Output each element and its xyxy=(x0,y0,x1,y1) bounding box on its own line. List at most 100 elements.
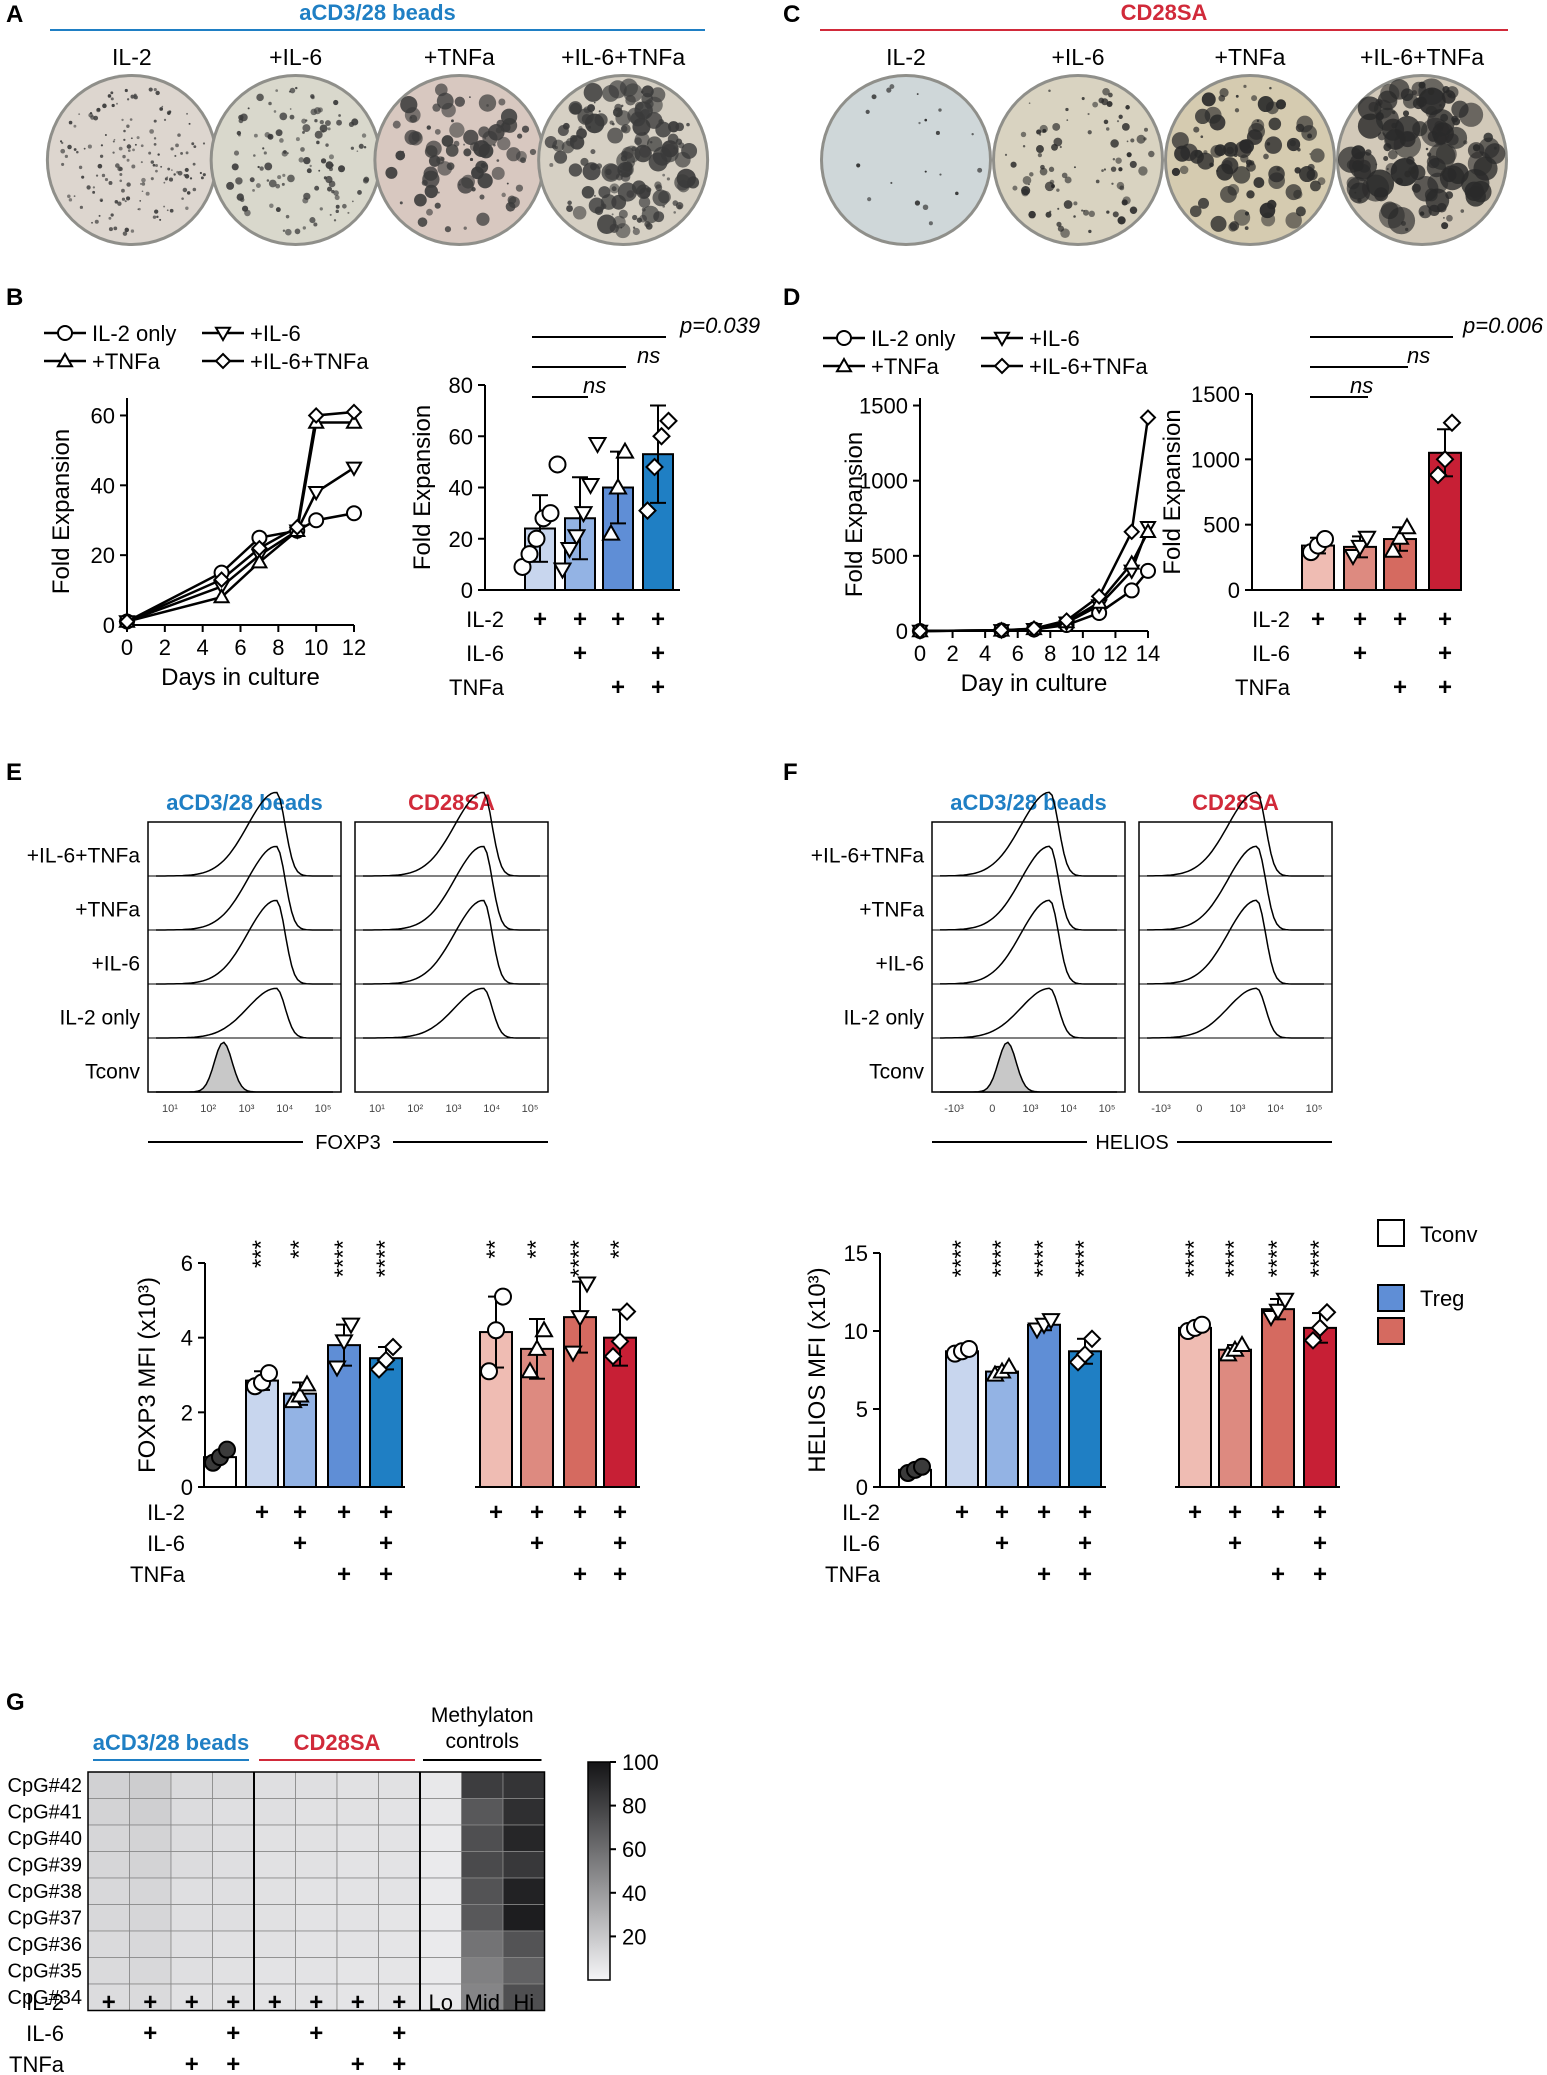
heatmap-row-label: CpG#36 xyxy=(8,1934,83,1956)
bar xyxy=(985,1370,1019,1489)
colony xyxy=(631,146,637,152)
colony xyxy=(155,169,158,173)
hist-tick-label: 10¹ xyxy=(369,1103,385,1115)
panel-letter-C: C xyxy=(783,1,800,28)
colony xyxy=(617,182,638,202)
hist-tick-label: 10² xyxy=(407,1103,423,1115)
colony xyxy=(302,226,306,230)
colony xyxy=(127,149,131,153)
point-diamond xyxy=(993,357,1011,375)
colony xyxy=(478,94,497,112)
colony xyxy=(434,128,441,135)
colony xyxy=(865,109,870,114)
colony xyxy=(1095,179,1100,184)
colony xyxy=(99,198,104,202)
colony xyxy=(588,125,592,129)
colony xyxy=(338,114,341,117)
colony xyxy=(1227,183,1240,196)
point-circle xyxy=(913,1457,931,1476)
colony xyxy=(177,133,181,137)
hist-tick-label: 10³ xyxy=(446,1103,462,1115)
colony xyxy=(287,174,295,183)
colony xyxy=(282,173,286,177)
condition-mark: + xyxy=(337,1499,351,1526)
colorbar xyxy=(587,1761,611,1981)
significance-stars: **** xyxy=(1071,1240,1098,1277)
point-diamond xyxy=(1317,1302,1337,1322)
colony xyxy=(569,102,582,115)
heatmap-cell xyxy=(378,1983,421,2011)
condition-mark: + xyxy=(293,1530,307,1557)
colony xyxy=(1228,222,1238,232)
colony xyxy=(119,179,123,183)
colony xyxy=(1410,164,1426,181)
colony xyxy=(161,105,164,108)
colony xyxy=(1105,127,1110,131)
point-diamond xyxy=(993,621,1010,639)
heatmap-cell xyxy=(502,1930,545,1958)
colony xyxy=(285,214,290,219)
colorbar-tick-label: 80 xyxy=(622,1794,646,1819)
condition-mark: + xyxy=(651,606,665,633)
colony xyxy=(924,170,927,173)
condition-mark: + xyxy=(613,1530,627,1557)
bar xyxy=(945,1350,979,1489)
colony xyxy=(1060,228,1070,238)
point-diamond xyxy=(652,426,671,446)
heatmap-row-label: CpG#35 xyxy=(8,1961,83,1983)
colony xyxy=(107,94,112,98)
colony xyxy=(335,209,339,214)
colony xyxy=(310,94,315,99)
condition-mark: + xyxy=(1393,674,1407,701)
colony xyxy=(136,136,140,140)
colony xyxy=(1129,160,1137,168)
heatmap-cell xyxy=(87,1824,130,1852)
colony xyxy=(59,140,63,143)
point-circle xyxy=(308,512,325,529)
colony xyxy=(928,221,933,226)
hist-row-label: +IL-6 xyxy=(92,953,140,976)
colony xyxy=(515,151,527,162)
colony xyxy=(463,129,479,146)
chart-F-bar: 0 5 10 15 HELIOS MFI (x10³) **** **** **** **** *… xyxy=(804,1240,1340,1588)
condition-row-label: IL-2 xyxy=(466,607,504,632)
hist-tick-label: -10³ xyxy=(1151,1103,1171,1115)
colony xyxy=(95,174,99,177)
heatmap-cell xyxy=(129,1957,172,1985)
colony xyxy=(268,101,272,106)
colony xyxy=(1103,168,1107,171)
condition-mark: + xyxy=(1393,606,1407,633)
legend-label: +TNFa xyxy=(92,349,161,374)
colony xyxy=(655,121,672,138)
hist-curve-tconv xyxy=(940,1041,1117,1093)
hist-axis-label: FOXP3 xyxy=(315,1132,381,1154)
plate-label: +TNFa xyxy=(424,44,495,70)
condition-mark: + xyxy=(392,2020,406,2047)
condition-mark: + xyxy=(143,1989,157,2016)
heatmap-cell xyxy=(212,1877,255,1905)
colony xyxy=(1354,191,1357,194)
y-tick-label: 0 xyxy=(461,578,473,603)
condition-mark: + xyxy=(1037,1499,1051,1526)
heatmap-cell xyxy=(502,1851,545,1879)
colony xyxy=(1037,153,1043,158)
colony xyxy=(94,219,99,224)
colony xyxy=(614,103,623,112)
colony xyxy=(235,177,243,185)
colony xyxy=(1118,167,1123,172)
condition-mark: + xyxy=(1078,1530,1092,1557)
colony xyxy=(1115,157,1122,164)
colony xyxy=(619,170,623,173)
significance-stars: **** xyxy=(988,1240,1015,1277)
colony xyxy=(1446,133,1459,146)
plate-dish xyxy=(48,77,215,243)
colony xyxy=(1118,114,1123,119)
heatmap-cell xyxy=(461,1824,504,1852)
heatmap-cell xyxy=(461,1851,504,1879)
histograms-F: aCD3/28 beads CD28SA -10³ 0 10³ 10⁴ 10⁵ -10³ 0 10… xyxy=(811,790,1333,1154)
colony xyxy=(277,175,282,180)
colony xyxy=(1195,108,1211,125)
colony xyxy=(1144,127,1148,132)
heatmap-border xyxy=(87,1771,546,2012)
heatmap-row-label: CpG#40 xyxy=(8,1828,83,1850)
